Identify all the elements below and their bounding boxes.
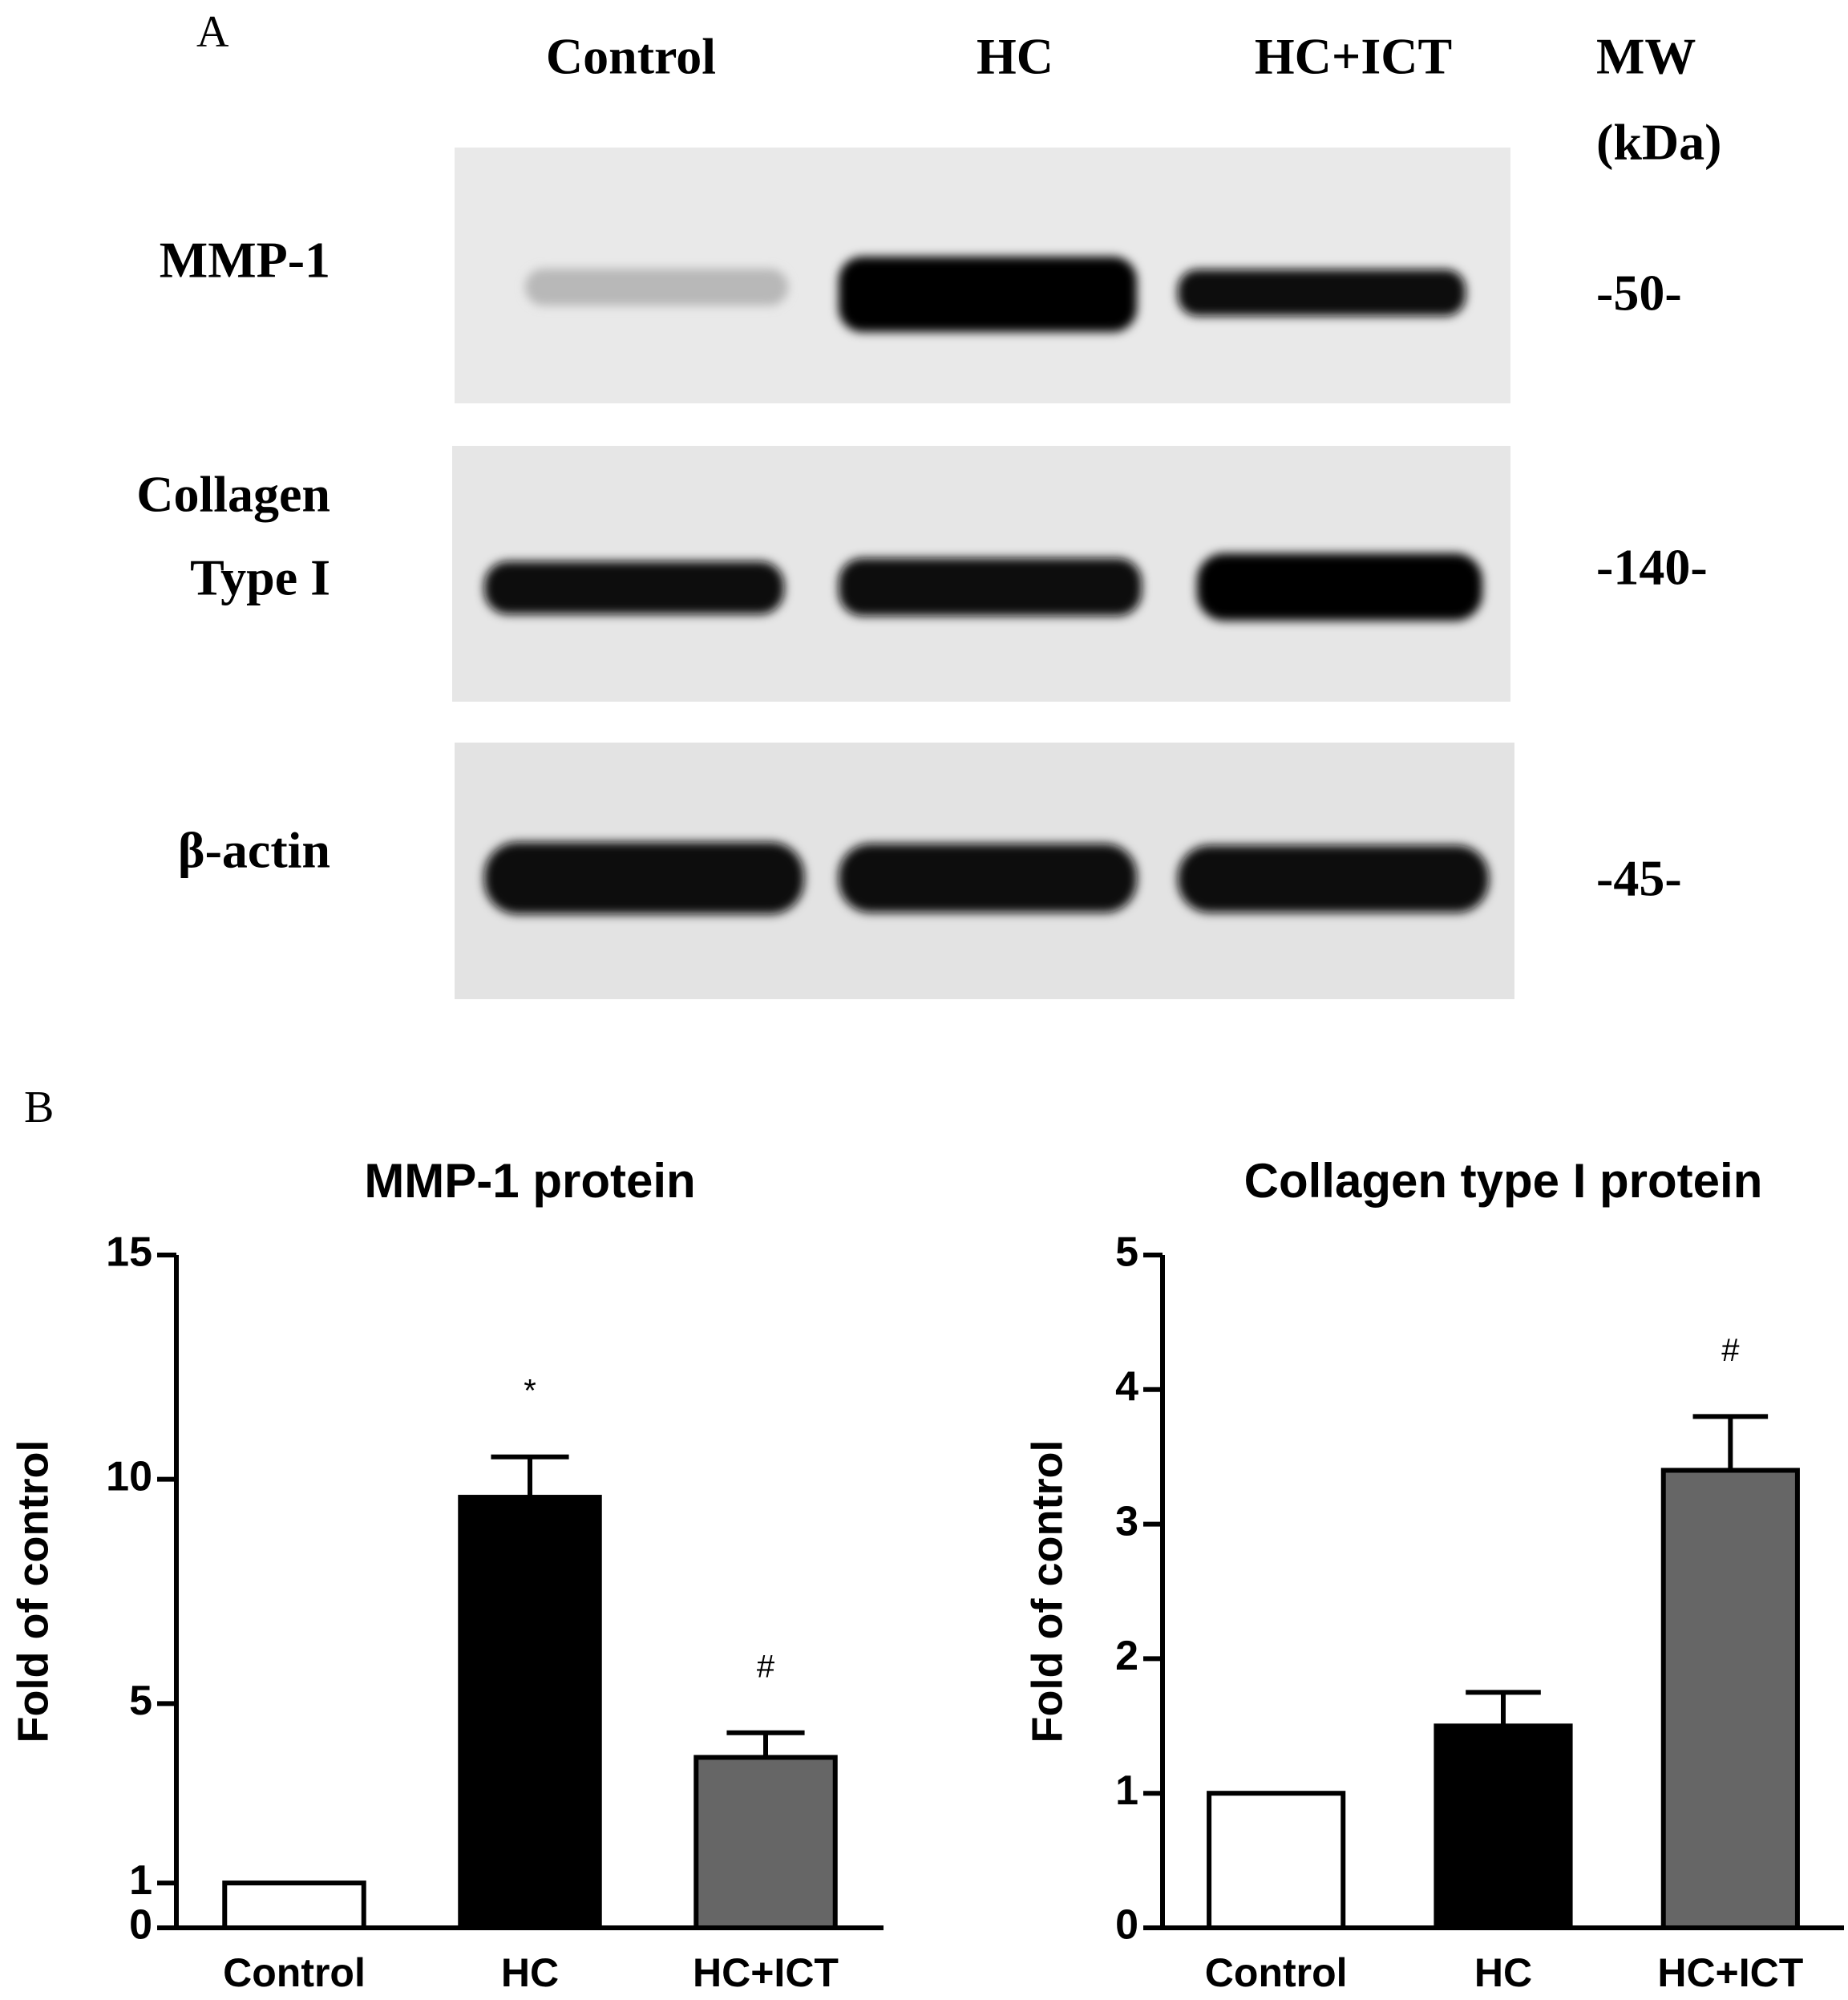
- row-label: Collagen: [136, 466, 330, 523]
- band: [1178, 269, 1466, 316]
- mw-label: -140-: [1596, 539, 1708, 596]
- error-bar: [491, 1454, 569, 1498]
- annotation: #: [1721, 1333, 1740, 1368]
- band: [484, 561, 784, 614]
- row-label: Type I: [190, 549, 330, 606]
- y-tick-label: 5: [1115, 1229, 1138, 1276]
- x-tick-label: Control: [223, 1950, 366, 1995]
- band: [1197, 553, 1482, 621]
- y-tick-label: 1: [1115, 1767, 1138, 1814]
- bar: [1660, 1468, 1800, 1930]
- chart-title: MMP-1 protein: [364, 1154, 695, 1208]
- bar: [694, 1755, 838, 1931]
- y-tick-label: 4: [1115, 1364, 1138, 1411]
- x-tick-label: HC+ICT: [693, 1950, 839, 1995]
- y-tick-label: 2: [1115, 1633, 1138, 1679]
- bar: [458, 1495, 602, 1931]
- y-tick-label: 1: [129, 1857, 152, 1904]
- axes: [174, 1255, 884, 1930]
- y-axis-label: Fold of control: [9, 1440, 57, 1743]
- bar: [1434, 1723, 1573, 1931]
- chart-title: Collagen type I protein: [1244, 1154, 1763, 1208]
- x-tick-label: HC: [501, 1950, 559, 1995]
- lane-label: HC+ICT: [1255, 28, 1452, 85]
- y-tick-label: 0: [129, 1902, 152, 1949]
- y-tick-label: 3: [1115, 1498, 1138, 1545]
- x-tick-label: HC+ICT: [1657, 1950, 1803, 1995]
- panel-label: B: [24, 1083, 54, 1132]
- band: [839, 844, 1137, 913]
- bar: [1207, 1791, 1346, 1930]
- x-tick-label: HC: [1474, 1950, 1532, 1995]
- y-tick-label: 10: [106, 1453, 152, 1500]
- error-bar: [726, 1730, 805, 1758]
- band: [525, 269, 788, 306]
- mw-header: (kDa): [1596, 114, 1721, 171]
- y-axis-label: Fold of control: [1023, 1440, 1071, 1743]
- error-bar: [1466, 1690, 1541, 1727]
- mw-label: -50-: [1596, 265, 1682, 322]
- error-bar: [1692, 1414, 1769, 1471]
- y-tick-label: 15: [106, 1229, 152, 1276]
- axes: [1160, 1255, 1844, 1930]
- y-tick-label: 5: [129, 1678, 152, 1724]
- mw-header: MW: [1596, 28, 1696, 85]
- annotation: *: [524, 1373, 536, 1408]
- row-label: MMP-1: [160, 232, 330, 289]
- mw-label: -45-: [1596, 850, 1682, 907]
- y-tick-label: 0: [1115, 1902, 1138, 1949]
- lane-label: HC: [977, 28, 1053, 85]
- panel-label: A: [196, 7, 229, 57]
- lane-label: Control: [546, 28, 716, 85]
- band: [484, 842, 804, 914]
- panel-a: A Control HC HC+ICT MW (kDa) MMP-1 Colla…: [136, 7, 1721, 999]
- band: [839, 257, 1137, 332]
- bands: [484, 257, 1489, 914]
- bar: [222, 1881, 366, 1930]
- band: [1178, 845, 1489, 913]
- row-label: β-actin: [178, 822, 330, 879]
- annotation: #: [757, 1649, 775, 1684]
- x-tick-label: Control: [1205, 1950, 1348, 1995]
- band: [839, 558, 1142, 616]
